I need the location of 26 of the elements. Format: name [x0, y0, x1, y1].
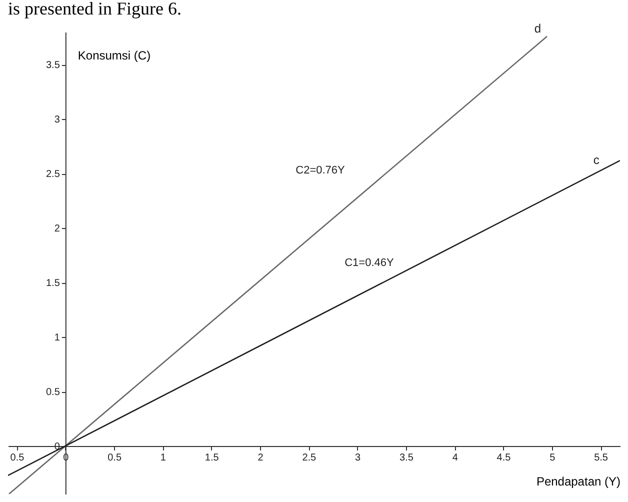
x-tick-label: 3: [355, 452, 362, 464]
series-label: c: [593, 153, 600, 168]
x-tick-label: 3.5: [399, 452, 414, 464]
x-axis-title: Pendapatan (Y): [536, 474, 620, 489]
x-tick-label: 4.5: [496, 452, 512, 464]
y-tick-label: 3: [54, 114, 60, 126]
x-tick-label: 1.5: [204, 452, 220, 464]
annotation: C1=0.46Y: [344, 257, 394, 269]
y-tick-label: 2: [54, 224, 60, 235]
y-tick-label: 0.5: [46, 387, 60, 398]
x-tick-label: 2: [258, 452, 264, 464]
y-tick-label: 1: [54, 332, 60, 344]
y-tick-label: 2.5: [46, 169, 60, 180]
text: is presented in Figure 6.: [8, 0, 182, 18]
y-axis-title: Konsumsi (C): [78, 48, 151, 62]
x-tick-label: 5: [550, 452, 556, 464]
annotation: C2=0.76Y: [296, 164, 346, 177]
y-tick-label: 1.5: [46, 278, 60, 290]
x-tick-label: 0.5: [10, 452, 25, 464]
x-tick-label: 4: [452, 452, 458, 464]
x-tick-label: 2.5: [302, 452, 317, 464]
x-tick-label: 0.5: [108, 452, 122, 464]
x-tick-label: 5.5: [594, 452, 608, 464]
y-tick-label: 3.5: [46, 60, 60, 72]
x-tick-label: 1: [160, 452, 166, 464]
series-label: d: [534, 21, 542, 36]
